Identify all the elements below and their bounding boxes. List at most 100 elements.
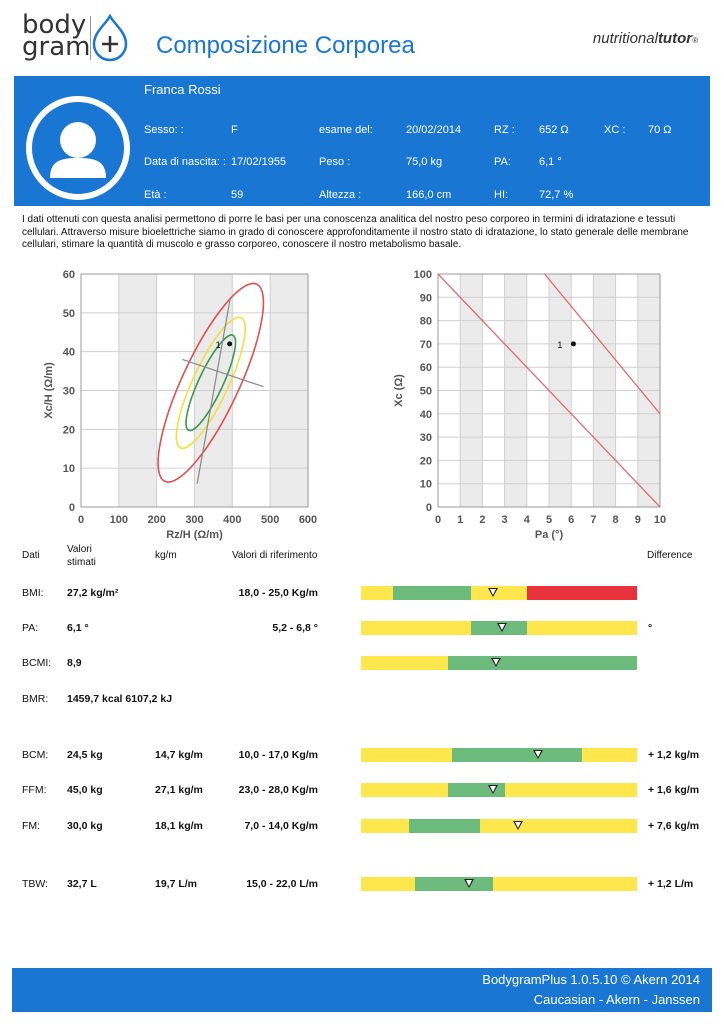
height-label: Altezza : <box>319 189 362 201</box>
row-label: BMR: <box>22 693 49 705</box>
y-axis-label: Xc (Ω) <box>393 374 405 407</box>
range-segment-green <box>409 819 480 833</box>
brand-mark: ® <box>692 36 698 45</box>
rz-label: RZ : <box>494 124 515 136</box>
x-tick-label: 200 <box>147 514 165 526</box>
xc-pa-chart: 0 10 20 30 40 50 60 70 80 90 100 0 1 2 3 4 5 6 7 8 9 10 Pa (°)… <box>393 269 666 541</box>
value-marker-icon <box>532 750 543 759</box>
value-marker-icon <box>488 785 499 794</box>
reference-line <box>544 274 660 415</box>
logo-divider <box>90 16 91 60</box>
x-tick-label: 3 <box>502 514 508 526</box>
drop-plus-icon <box>92 14 128 62</box>
weight-label: Peso : <box>319 156 351 168</box>
brand-bold: tutor <box>657 30 693 47</box>
ellipse-50 <box>185 334 237 432</box>
row-value: 30,0 kg <box>67 820 103 832</box>
y-tick-label: 30 <box>420 432 432 444</box>
x-tick-label: 600 <box>299 514 317 526</box>
range-bar <box>361 748 637 762</box>
row-difference: + 1,6 kg/m <box>648 784 700 796</box>
y-tick-label: 0 <box>69 502 75 514</box>
x-tick-label: 1 <box>457 514 463 526</box>
hi-value: 72,7 % <box>539 189 574 201</box>
range-segment-yellow <box>504 783 637 797</box>
hi-label: HI: <box>494 189 509 201</box>
user-icon <box>50 122 106 178</box>
point-label: 1 <box>216 340 221 350</box>
row-label: TBW: <box>22 878 49 890</box>
y-tick-label: 20 <box>63 424 75 436</box>
row-difference: + 7,6 kg/m <box>648 820 700 832</box>
range-segment-yellow <box>361 783 448 797</box>
col-diff: Difference <box>647 550 693 561</box>
y-tick-label: 40 <box>63 347 75 359</box>
range-segment-green <box>414 877 494 891</box>
patient-band: Franca Rossi Sesso: : F esame del: 20/02… <box>14 76 710 206</box>
range-bar <box>361 621 637 635</box>
col-kgm: kg/m <box>155 550 177 561</box>
row-difference: + 1,2 kg/m <box>648 749 700 761</box>
range-segment-yellow <box>471 586 527 600</box>
pa-label: PA: <box>494 156 511 168</box>
range-segment-yellow <box>581 748 637 762</box>
y-tick-label: 60 <box>63 269 75 281</box>
y-tick-label: 50 <box>420 386 432 398</box>
y-tick-label: 50 <box>63 308 75 320</box>
xc-label: XC : <box>604 124 626 136</box>
x-tick-label: 10 <box>654 514 666 526</box>
col-rif: Valori di riferimento <box>232 550 318 561</box>
range-segment-yellow <box>361 586 393 600</box>
x-tick-label: 0 <box>435 514 441 526</box>
x-tick-label: 9 <box>635 514 641 526</box>
birth-label: Data di nascita: : <box>144 156 226 168</box>
range-segment-yellow <box>361 877 415 891</box>
sex-label: Sesso: : <box>144 124 184 136</box>
value-marker-icon <box>491 658 502 667</box>
row-label: BCMI: <box>22 657 52 669</box>
y-tick-label: 90 <box>420 292 432 304</box>
row-value: 45,0 kg <box>67 784 103 796</box>
exam-label: esame del: <box>319 124 373 136</box>
logo-line1: body <box>22 10 87 40</box>
row-per-meter: 27,1 kg/m <box>155 784 203 796</box>
row-reference: 10,0 - 17,0 Kg/m <box>238 749 318 761</box>
row-label: PA: <box>22 622 39 634</box>
row-label: BMI: <box>22 587 44 599</box>
y-axis-label: Xc/H (Ω/m) <box>43 362 55 419</box>
height-value: 166,0 cm <box>406 189 452 201</box>
logo-line2: gram <box>22 32 91 62</box>
range-segment-green <box>452 748 582 762</box>
plot-border <box>80 273 309 508</box>
patient-name: Franca Rossi <box>144 82 221 97</box>
x-tick-label: 4 <box>524 514 531 526</box>
rz-value: 652 Ω <box>539 124 569 136</box>
pa-value: 6,1 ° <box>539 156 562 168</box>
row-per-meter: 19,7 L/m <box>155 878 198 890</box>
page-title: Composizione Corporea <box>156 32 415 59</box>
x-tick-label: 400 <box>223 514 241 526</box>
footer: BodygramPlus 1.0.5.10 © Akern 2014 Cauca… <box>12 968 712 1012</box>
row-reference: 5,2 - 6,8 ° <box>272 622 318 634</box>
row-value: 27,2 kg/m² <box>67 587 119 599</box>
value-marker-icon <box>488 588 499 597</box>
avatar <box>26 96 130 200</box>
exam-value: 20/02/2014 <box>406 124 462 136</box>
row-label: BCM: <box>22 749 49 761</box>
row-value: 8,9 <box>67 657 82 669</box>
x-axis-label: Rz/H (Ω/m) <box>166 529 223 541</box>
age-value: 59 <box>231 189 244 201</box>
y-tick-label: 20 <box>420 455 432 467</box>
brand-light: nutritional <box>592 30 658 47</box>
row-value: 6,1 ° <box>67 622 89 634</box>
value-marker-icon <box>463 879 474 888</box>
y-tick-label: 80 <box>420 316 432 328</box>
range-segment-red <box>526 586 637 600</box>
major-axis-line <box>196 297 232 484</box>
y-tick-label: 70 <box>420 339 432 351</box>
y-tick-label: 30 <box>63 386 75 398</box>
y-tick-label: 10 <box>420 479 432 491</box>
range-segment-yellow <box>361 656 448 670</box>
minor-axis-line <box>182 358 264 388</box>
